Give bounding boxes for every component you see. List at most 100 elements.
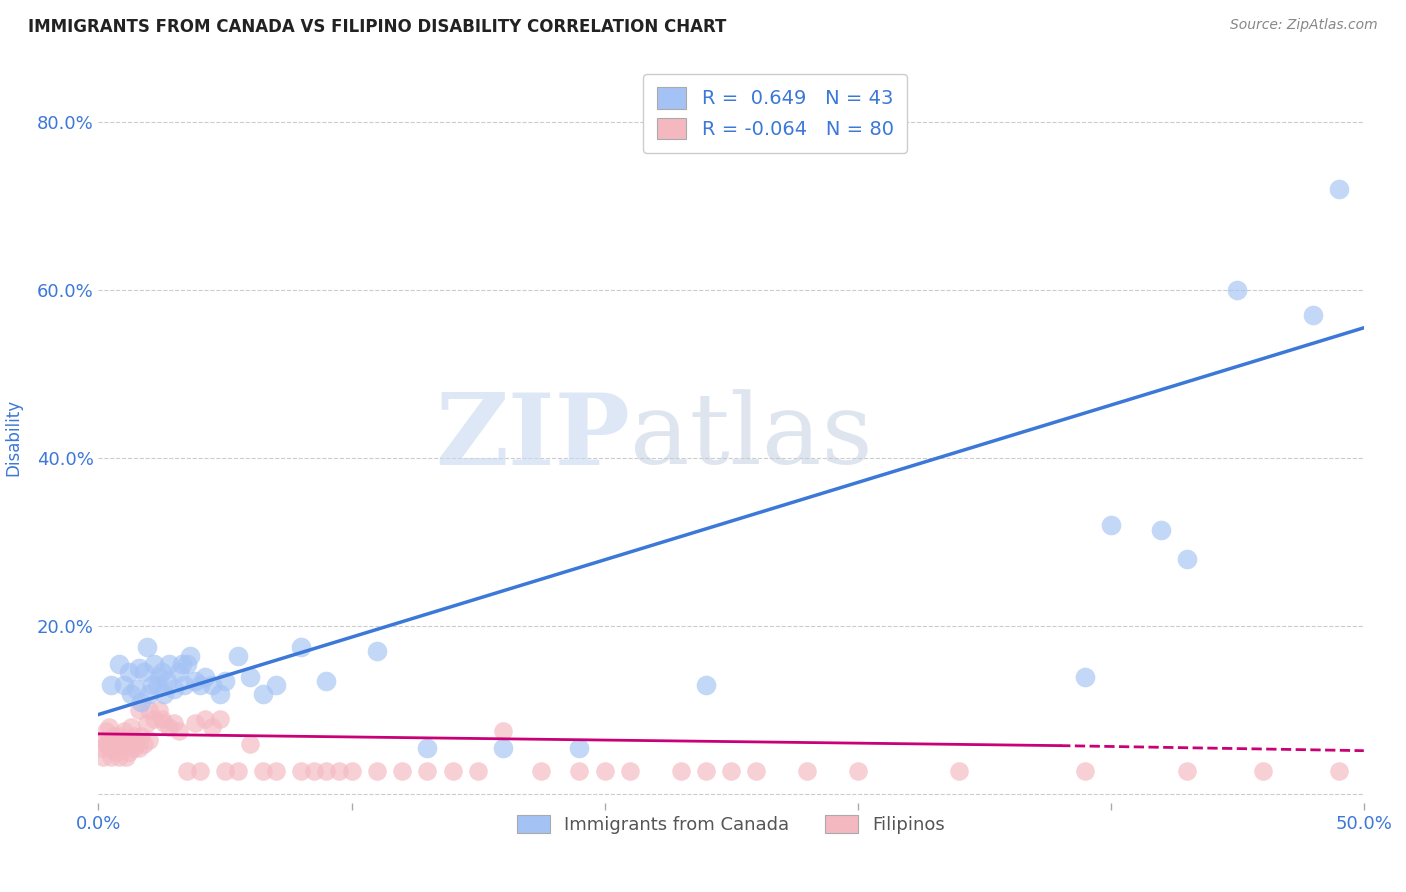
- Point: [105, 745, 128, 759]
- Point: [148, 670, 170, 684]
- Point: [619, 764, 641, 778]
- Point: [143, 657, 166, 671]
- Point: [145, 678, 167, 692]
- Point: [131, 729, 153, 743]
- Point: [492, 741, 515, 756]
- Point: [720, 764, 742, 778]
- Point: [103, 741, 125, 756]
- Point: [156, 673, 179, 688]
- Point: [100, 749, 122, 764]
- Point: [125, 682, 148, 697]
- Point: [264, 764, 287, 778]
- Point: [128, 703, 150, 717]
- Point: [1074, 764, 1097, 778]
- Y-axis label: Disability: Disability: [4, 399, 22, 475]
- Point: [695, 678, 717, 692]
- Point: [120, 737, 142, 751]
- Point: [150, 712, 173, 726]
- Point: [176, 764, 198, 778]
- Point: [1327, 182, 1350, 196]
- Point: [188, 764, 211, 778]
- Point: [125, 737, 148, 751]
- Point: [141, 678, 163, 692]
- Point: [115, 737, 138, 751]
- Point: [107, 729, 129, 743]
- Point: [97, 720, 120, 734]
- Point: [366, 644, 388, 658]
- Point: [97, 741, 120, 756]
- Legend: Immigrants from Canada, Filipinos: Immigrants from Canada, Filipinos: [506, 804, 956, 845]
- Point: [120, 720, 142, 734]
- Point: [110, 741, 132, 756]
- Point: [135, 715, 157, 730]
- Point: [107, 749, 129, 764]
- Point: [100, 678, 122, 692]
- Point: [340, 764, 363, 778]
- Point: [1074, 670, 1097, 684]
- Point: [131, 695, 153, 709]
- Point: [118, 745, 141, 759]
- Text: IMMIGRANTS FROM CANADA VS FILIPINO DISABILITY CORRELATION CHART: IMMIGRANTS FROM CANADA VS FILIPINO DISAB…: [28, 18, 727, 36]
- Point: [148, 703, 170, 717]
- Point: [391, 764, 413, 778]
- Point: [695, 764, 717, 778]
- Point: [153, 686, 176, 700]
- Point: [416, 741, 439, 756]
- Point: [201, 720, 224, 734]
- Point: [366, 764, 388, 778]
- Point: [112, 724, 135, 739]
- Point: [169, 724, 191, 739]
- Point: [135, 640, 157, 655]
- Point: [264, 678, 287, 692]
- Point: [188, 678, 211, 692]
- Point: [163, 715, 186, 730]
- Point: [1302, 308, 1324, 322]
- Point: [416, 764, 439, 778]
- Point: [315, 673, 337, 688]
- Point: [170, 657, 193, 671]
- Point: [138, 686, 160, 700]
- Point: [441, 764, 464, 778]
- Point: [107, 657, 129, 671]
- Point: [948, 764, 970, 778]
- Point: [568, 764, 591, 778]
- Point: [194, 670, 217, 684]
- Point: [115, 749, 138, 764]
- Point: [194, 712, 217, 726]
- Text: atlas: atlas: [630, 389, 873, 485]
- Point: [252, 764, 274, 778]
- Point: [138, 703, 160, 717]
- Point: [169, 665, 191, 680]
- Point: [90, 741, 112, 756]
- Point: [122, 741, 145, 756]
- Point: [1226, 283, 1249, 297]
- Point: [1175, 552, 1198, 566]
- Point: [492, 724, 515, 739]
- Point: [1327, 764, 1350, 778]
- Point: [530, 764, 553, 778]
- Point: [132, 665, 155, 680]
- Point: [93, 732, 115, 747]
- Point: [1099, 518, 1122, 533]
- Point: [669, 764, 692, 778]
- Point: [157, 657, 180, 671]
- Point: [110, 732, 132, 747]
- Point: [112, 737, 135, 751]
- Point: [1150, 523, 1173, 537]
- Point: [94, 737, 117, 751]
- Point: [467, 764, 489, 778]
- Text: ZIP: ZIP: [434, 389, 630, 485]
- Point: [138, 732, 160, 747]
- Point: [105, 732, 128, 747]
- Point: [593, 764, 616, 778]
- Point: [290, 764, 312, 778]
- Point: [112, 678, 135, 692]
- Point: [143, 712, 166, 726]
- Point: [128, 741, 150, 756]
- Point: [183, 673, 205, 688]
- Point: [157, 720, 180, 734]
- Point: [163, 682, 186, 697]
- Point: [179, 648, 201, 663]
- Point: [214, 673, 236, 688]
- Text: Source: ZipAtlas.com: Source: ZipAtlas.com: [1230, 18, 1378, 32]
